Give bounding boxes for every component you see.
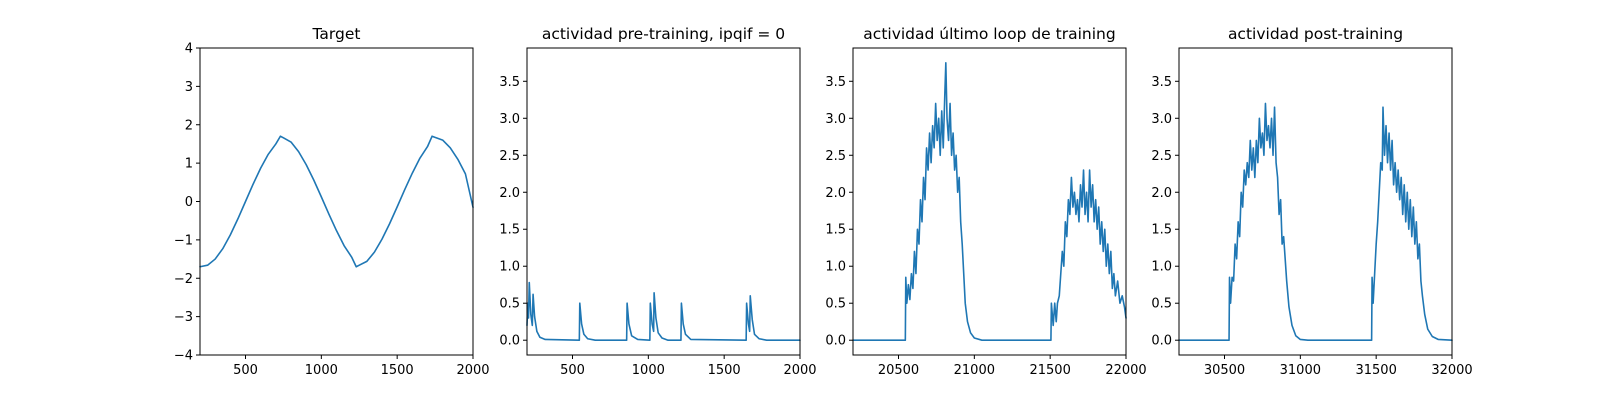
plot-frame <box>199 47 474 356</box>
y-tick-label: −4 <box>174 349 193 364</box>
y-tick-label: 4 <box>185 42 193 57</box>
y-tick-label: 3 <box>185 80 193 95</box>
y-tick-label: 1.0 <box>825 260 846 275</box>
x-tick-label: 500 <box>560 363 585 378</box>
data-line-1 <box>199 135 474 268</box>
y-tick-label: 2.0 <box>1151 186 1172 201</box>
plot-frame <box>1178 47 1453 356</box>
y-tick-label: −1 <box>174 233 193 248</box>
subplot-3: 20500 21000 21500 22000 0.0 0.5 1.0 1.5 2.0 2.5 3.… <box>825 25 1146 378</box>
x-tick-label: 30500 <box>1204 363 1245 378</box>
y-tick-label: 3.5 <box>499 75 520 90</box>
y-tick-label: 2.0 <box>499 186 520 201</box>
y-tick-label: 0.5 <box>499 297 520 312</box>
data-line-1 <box>1178 102 1453 341</box>
x-tick-label: 32000 <box>1431 363 1472 378</box>
subplot-title: actividad post-training <box>1228 25 1403 43</box>
x-tick-label: 2000 <box>456 363 489 378</box>
y-tick-label: 3.0 <box>825 112 846 127</box>
y-tick-label: 2.5 <box>499 149 520 164</box>
y-tick-label: −2 <box>174 272 193 287</box>
x-tick-label: 1000 <box>305 363 338 378</box>
y-tick-label: −3 <box>174 310 193 325</box>
y-tick-label: 2.5 <box>1151 149 1172 164</box>
x-tick-label: 500 <box>233 363 258 378</box>
subplot-2: 500 1000 1500 2000 0.0 0.5 1.0 1.5 2.0 2.5 3.0 3.5 a… <box>499 25 816 378</box>
y-tick-label: 1.5 <box>825 223 846 238</box>
x-tick-label: 1000 <box>632 363 665 378</box>
y-tick-label: 2.5 <box>825 149 846 164</box>
x-tick-label: 22000 <box>1105 363 1146 378</box>
y-tick-label: 3.5 <box>825 75 846 90</box>
y-tick-label: 1 <box>185 157 193 172</box>
data-line-1 <box>526 281 801 341</box>
x-tick-label: 20500 <box>878 363 919 378</box>
y-tick-label: 1.5 <box>499 223 520 238</box>
y-tick-label: 3.5 <box>1151 75 1172 90</box>
subplot-1: 500 1000 1500 2000 −4 −3 −2 −1 0 1 2 3 4 Target <box>174 25 490 378</box>
y-tick-label: 2.0 <box>825 186 846 201</box>
plot-frame <box>852 47 1127 356</box>
plot-frame <box>526 47 801 356</box>
y-tick-label: 1.5 <box>1151 223 1172 238</box>
subplot-title: actividad pre-training, ipqif = 0 <box>542 25 785 43</box>
x-tick-label: 21000 <box>954 363 995 378</box>
x-tick-label: 2000 <box>783 363 816 378</box>
y-tick-label: 0.5 <box>1151 297 1172 312</box>
y-tick-label: 3.0 <box>1151 112 1172 127</box>
y-tick-label: 0.0 <box>825 334 846 349</box>
subplot-title: Target <box>312 25 361 43</box>
y-tick-label: 3.0 <box>499 112 520 127</box>
x-tick-label: 21500 <box>1029 363 1070 378</box>
y-tick-label: 0.5 <box>825 297 846 312</box>
y-tick-label: 0 <box>185 195 193 210</box>
y-tick-label: 0.0 <box>1151 334 1172 349</box>
subplot-title: actividad último loop de training <box>863 25 1115 43</box>
subplot-4: 30500 31000 31500 32000 0.0 0.5 1.0 1.5 2.0 2.5 3.… <box>1151 25 1472 378</box>
y-tick-label: 2 <box>185 118 193 133</box>
y-tick-label: 0.0 <box>499 334 520 349</box>
y-tick-label: 1.0 <box>1151 260 1172 275</box>
x-tick-label: 1500 <box>708 363 741 378</box>
x-tick-label: 31000 <box>1280 363 1321 378</box>
x-tick-label: 1500 <box>381 363 414 378</box>
x-tick-label: 31500 <box>1355 363 1396 378</box>
data-line-1 <box>852 62 1127 341</box>
y-tick-label: 1.0 <box>499 260 520 275</box>
